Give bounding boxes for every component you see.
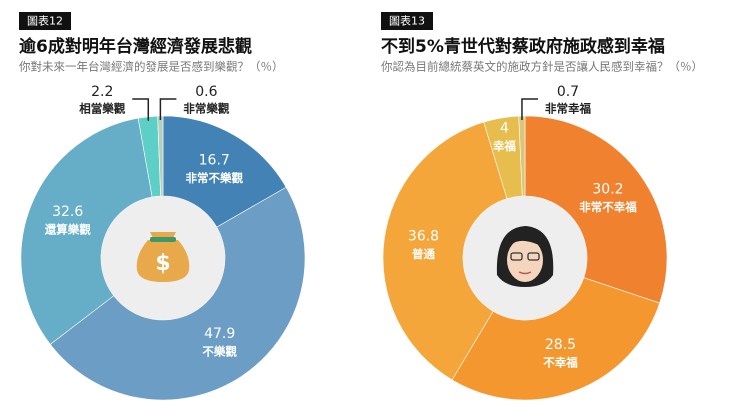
value-label: 0.6 [195,84,217,100]
category-label: 相當樂觀 [79,102,125,116]
chart-title: 不到5%青世代對蔡政府施政感到幸福 [381,36,665,57]
chart-title: 逾6成對明年台灣經濟發展悲觀 [19,36,252,57]
tag-box [381,12,433,30]
category-label: 普通 [412,247,435,261]
leader-line [159,98,177,121]
category-label: 不樂觀 [202,345,237,359]
category-label: 非常不幸福 [579,200,637,214]
value-label: 2.2 [91,84,113,100]
category-label: 非常幸福 [545,102,591,116]
value-label: 28.5 [545,337,576,353]
category-label: 還算樂觀 [45,222,91,236]
charts: 圖表12 逾6成對明年台灣經濟發展悲觀你對未來一年台灣經濟的發展是否感到樂觀？（％… [19,12,703,401]
value-label: 0.7 [557,84,579,100]
leader-line [132,98,150,121]
tag-box [19,12,71,30]
chart-subtitle: 你對未來一年台灣經濟的發展是否感到樂觀？（％） [19,60,284,74]
value-label: 4 [500,121,509,137]
chart-tag: 圖表13 [389,14,425,28]
icon-money-bag: $ [136,232,190,282]
value-label: 47.9 [204,326,235,342]
chart-tag: 圖表12 [27,14,63,28]
svg-text:$: $ [155,251,170,276]
value-label: 32.6 [52,204,83,220]
category-label: 不幸福 [543,355,578,369]
value-label: 16.7 [199,153,230,169]
leader-line [521,98,538,121]
category-label: 幸福 [493,139,516,153]
icon-face [496,226,554,287]
category-label: 非常不樂觀 [185,171,243,185]
value-label: 30.2 [592,181,623,197]
value-label: 36.8 [408,229,439,245]
category-label: 非常樂觀 [183,102,229,116]
chart-subtitle: 你認為目前總統蔡英文的施政方針是否讓人民感到幸福？（％） [381,60,703,74]
